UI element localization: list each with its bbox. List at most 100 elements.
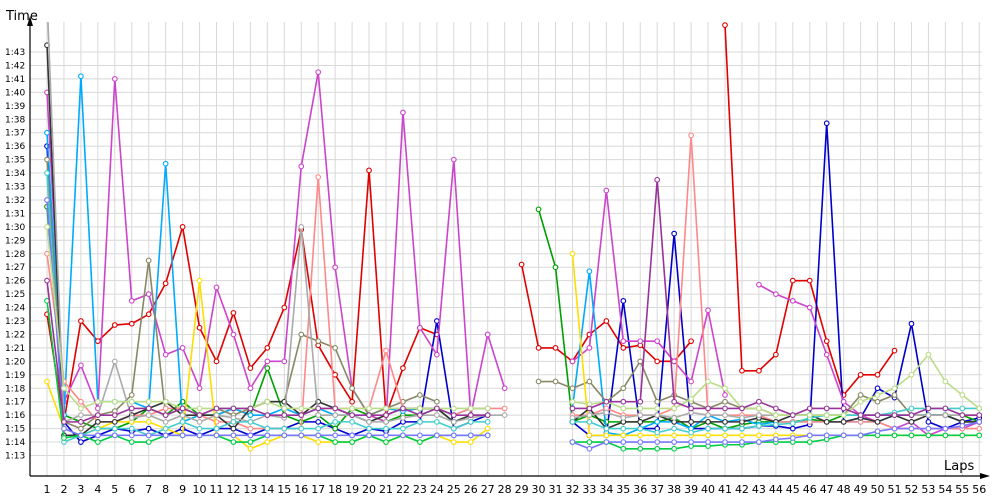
- data-point: [959, 392, 966, 398]
- data-point: [467, 432, 474, 439]
- x-tick-label: 56: [972, 483, 986, 496]
- data-point: [637, 432, 644, 439]
- data-point: [332, 405, 339, 412]
- data-point: [620, 398, 627, 405]
- data-point: [705, 307, 711, 314]
- x-tick-label: 48: [837, 483, 851, 496]
- x-tick-label: 49: [854, 483, 868, 496]
- x-tick-label: 18: [328, 483, 342, 496]
- data-point: [315, 432, 322, 439]
- data-point: [857, 371, 864, 378]
- x-tick-label: 19: [345, 483, 359, 496]
- data-point: [688, 419, 694, 425]
- y-tick-label: 1:40: [5, 88, 25, 98]
- x-tick-label: 42: [735, 483, 749, 496]
- data-point: [281, 425, 288, 432]
- x-tick-label: 54: [938, 483, 952, 496]
- data-point: [44, 170, 50, 176]
- data-point: [349, 432, 355, 439]
- data-point: [44, 129, 50, 136]
- series-lines: [44, 22, 982, 452]
- x-tick-label: 33: [582, 483, 596, 496]
- data-point: [705, 405, 711, 412]
- data-point: [857, 392, 864, 398]
- data-point: [349, 405, 355, 412]
- x-tick-label: 38: [667, 483, 681, 496]
- data-point: [959, 405, 966, 412]
- data-point: [111, 76, 118, 82]
- y-tick-label: 1:37: [5, 129, 25, 139]
- data-point: [942, 378, 949, 385]
- data-point: [128, 392, 135, 398]
- data-point: [281, 432, 288, 439]
- data-point: [400, 414, 406, 421]
- data-point: [722, 432, 728, 439]
- y-tick-label: 1:25: [5, 290, 25, 300]
- data-point: [349, 419, 355, 425]
- data-point: [400, 432, 406, 439]
- data-point: [128, 439, 135, 445]
- data-point: [806, 439, 813, 445]
- y-tick-label: 1:16: [5, 411, 25, 421]
- data-point: [213, 412, 220, 419]
- y-tick-label: 1:21: [5, 344, 25, 354]
- y-tick-label: 1:39: [5, 102, 25, 112]
- data-point: [688, 439, 694, 445]
- data-point: [434, 412, 440, 419]
- data-point: [603, 409, 610, 416]
- data-point: [332, 439, 339, 445]
- data-point: [213, 425, 220, 432]
- data-point: [196, 324, 203, 331]
- data-point: [654, 429, 661, 436]
- data-point: [518, 261, 525, 268]
- data-point: [349, 398, 355, 405]
- data-point: [94, 419, 101, 425]
- data-point: [925, 412, 932, 419]
- data-point: [722, 385, 728, 392]
- data-point: [383, 405, 389, 412]
- data-point: [637, 419, 644, 425]
- x-tick-label: 22: [396, 483, 410, 496]
- x-tick-label: 27: [481, 483, 495, 496]
- x-tick-label: 5: [111, 483, 118, 496]
- data-point: [569, 385, 576, 392]
- y-tick-label: 1:36: [5, 142, 25, 152]
- data-point: [247, 439, 254, 445]
- data-point: [145, 412, 152, 419]
- data-point: [417, 405, 423, 412]
- data-point: [789, 420, 796, 427]
- data-point: [315, 174, 322, 180]
- data-point: [162, 351, 169, 358]
- data-point: [705, 425, 711, 432]
- data-point: [942, 432, 949, 439]
- data-point: [722, 439, 728, 445]
- data-point: [586, 378, 593, 385]
- x-tick-label: 39: [684, 483, 698, 496]
- data-point: [603, 318, 610, 324]
- data-point: [179, 432, 186, 439]
- data-point: [654, 445, 661, 452]
- y-tick-label: 1:34: [5, 169, 25, 179]
- data-point: [925, 405, 932, 412]
- data-point: [400, 405, 406, 412]
- data-point: [874, 385, 881, 392]
- data-point: [349, 385, 355, 392]
- data-point: [247, 432, 254, 439]
- data-point: [976, 432, 982, 439]
- data-point: [671, 230, 678, 237]
- data-point: [484, 405, 491, 412]
- data-point: [196, 385, 203, 392]
- data-point: [857, 398, 864, 405]
- data-point: [111, 358, 118, 365]
- data-point: [366, 419, 372, 425]
- data-point: [688, 132, 694, 139]
- data-point: [976, 425, 982, 432]
- data-point: [569, 419, 576, 425]
- data-point: [213, 358, 220, 365]
- data-point: [806, 432, 813, 439]
- data-point: [111, 322, 118, 328]
- x-tick-label: 32: [565, 483, 579, 496]
- data-point: [44, 378, 50, 385]
- data-point: [315, 425, 322, 432]
- x-tick-label: 24: [430, 483, 444, 496]
